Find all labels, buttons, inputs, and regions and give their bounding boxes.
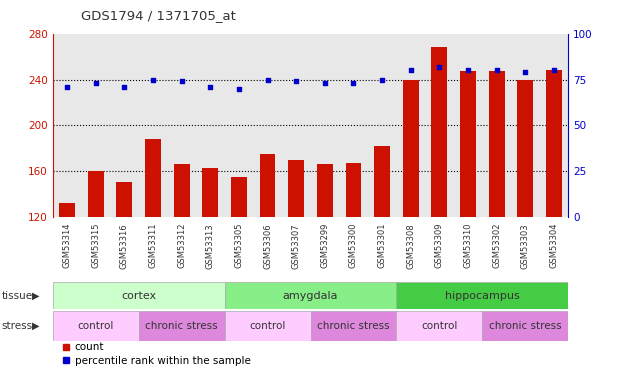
Bar [517,80,533,354]
Bar [231,177,247,354]
Bar [53,282,225,309]
Bar [396,282,568,309]
Point [119,84,129,90]
Bar [432,48,447,354]
Text: control: control [421,321,458,331]
Bar [396,310,483,341]
Text: control: control [78,321,114,331]
Point [406,68,415,74]
Bar [225,282,396,309]
Point [91,80,101,86]
Text: hippocampus: hippocampus [445,291,520,301]
Point [549,68,559,74]
Bar [483,310,568,341]
Text: tissue: tissue [2,291,33,301]
Bar [460,72,476,354]
Text: chronic stress: chronic stress [317,321,390,331]
Point [520,69,530,75]
Point [234,86,244,92]
Point [435,64,445,70]
Bar [317,164,333,354]
Bar [260,154,276,354]
Legend: count, percentile rank within the sample: count, percentile rank within the sample [58,338,255,370]
Point [320,80,330,86]
Bar [174,164,189,354]
Point [177,78,187,84]
Point [291,78,301,84]
Bar [310,310,396,341]
Bar [345,163,361,354]
Text: amygdala: amygdala [283,291,338,301]
Text: cortex: cortex [121,291,156,301]
Point [206,84,215,90]
Text: chronic stress: chronic stress [489,321,561,331]
Point [62,84,72,90]
Point [463,68,473,74]
Bar [403,80,419,354]
Point [492,68,502,74]
Bar [202,168,218,354]
Bar [117,183,132,354]
Text: ▶: ▶ [32,321,40,331]
Bar [489,72,504,354]
Bar [59,203,75,354]
Text: chronic stress: chronic stress [145,321,218,331]
Point [377,76,387,82]
Point [148,76,158,82]
Text: stress: stress [2,321,33,331]
Bar [374,146,390,354]
Text: ▶: ▶ [32,291,40,301]
Bar [546,70,562,354]
Bar [53,310,138,341]
Bar [288,160,304,354]
Bar [225,310,310,341]
Bar [145,139,161,354]
Point [263,76,273,82]
Bar [138,310,225,341]
Bar [88,171,104,354]
Text: control: control [250,321,286,331]
Text: GDS1794 / 1371705_at: GDS1794 / 1371705_at [81,9,235,22]
Point [348,80,358,86]
